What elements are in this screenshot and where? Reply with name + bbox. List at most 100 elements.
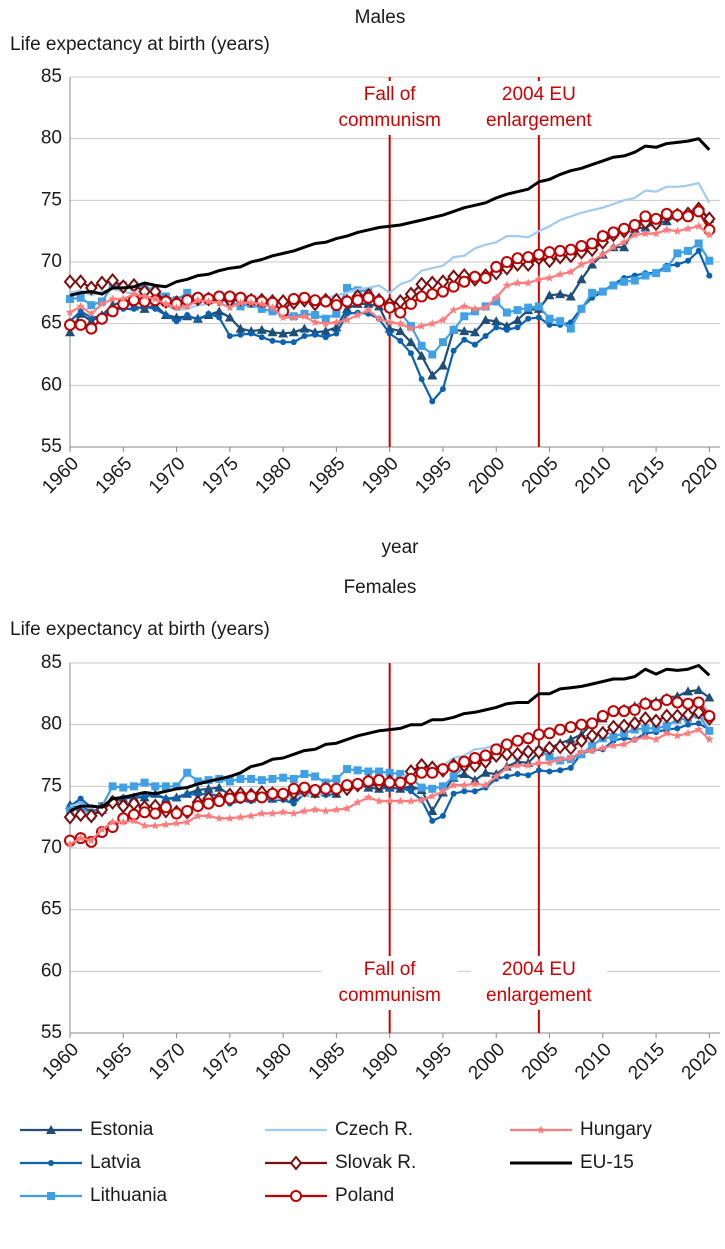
marker [290, 339, 297, 346]
marker [565, 291, 576, 301]
legend-label: Czech R. [335, 1119, 413, 1140]
marker [108, 294, 117, 303]
marker [596, 725, 610, 741]
marker [546, 768, 553, 775]
marker [437, 360, 448, 370]
marker [269, 337, 276, 344]
marker [502, 280, 512, 290]
x-tick-label: 2010 [571, 1039, 616, 1084]
marker [461, 336, 468, 343]
marker [479, 749, 492, 762]
marker [298, 291, 311, 304]
marker [407, 350, 414, 357]
marker [522, 732, 535, 745]
marker [172, 303, 181, 312]
marker [415, 276, 428, 292]
marker [459, 326, 470, 336]
marker [46, 1125, 56, 1134]
marker [660, 207, 673, 220]
marker [660, 694, 673, 706]
marker [203, 783, 214, 793]
marker [458, 755, 471, 768]
x-tick-label: 2005 [518, 453, 563, 498]
chart-title: Males [355, 7, 406, 28]
marker [140, 821, 149, 830]
y-tick-label: 65 [41, 313, 62, 334]
x-tick-label: 2000 [465, 1039, 510, 1084]
marker [119, 783, 128, 792]
x-tick-label: 1990 [358, 1039, 403, 1084]
marker [436, 285, 449, 298]
marker [588, 288, 597, 297]
marker [673, 249, 682, 258]
marker [650, 698, 663, 711]
marker [535, 314, 542, 321]
marker [161, 782, 170, 791]
marker [450, 347, 457, 354]
marker [460, 312, 469, 321]
marker [576, 274, 587, 284]
marker [534, 274, 544, 283]
marker [87, 836, 96, 845]
marker [522, 251, 535, 264]
marker [575, 239, 588, 252]
marker [87, 309, 96, 318]
marker [214, 298, 224, 307]
marker [628, 715, 642, 731]
marker [301, 333, 308, 339]
marker [267, 327, 278, 337]
marker [694, 221, 703, 230]
marker [630, 735, 639, 744]
marker [450, 790, 457, 797]
marker [278, 328, 289, 338]
marker [513, 278, 522, 287]
marker [181, 805, 194, 817]
marker [395, 326, 406, 336]
marker [523, 760, 533, 769]
marker [585, 728, 599, 744]
marker [173, 795, 180, 802]
marker [86, 316, 97, 326]
marker [536, 1125, 546, 1134]
marker [693, 685, 704, 695]
marker [214, 813, 224, 822]
legend-label: Latvia [90, 1152, 141, 1173]
x-tick-label: 1975 [198, 1039, 243, 1084]
marker [438, 786, 448, 795]
marker [575, 733, 588, 749]
marker [662, 721, 671, 730]
marker [554, 244, 567, 257]
annotation-background [321, 956, 458, 1010]
marker [74, 274, 87, 290]
marker [566, 324, 575, 333]
marker [428, 319, 437, 328]
y-tick-label: 60 [41, 374, 62, 395]
marker [460, 780, 469, 789]
marker [394, 306, 407, 319]
marker [191, 800, 204, 813]
marker [609, 733, 618, 741]
marker [439, 386, 446, 393]
marker [330, 782, 343, 795]
marker [321, 314, 330, 323]
x-tick-label: 2000 [465, 453, 510, 498]
annotation-text: 2004 EU [502, 84, 576, 105]
marker [353, 797, 362, 806]
marker [587, 746, 597, 755]
marker [427, 806, 438, 815]
y-axis-label: Life expectancy at birth (years) [10, 34, 270, 55]
marker [429, 817, 436, 824]
x-tick-label: 1985 [305, 1039, 350, 1084]
y-tick-label: 75 [41, 189, 62, 210]
marker [353, 310, 362, 319]
marker [628, 703, 641, 716]
marker [170, 807, 183, 820]
marker [74, 318, 87, 331]
marker [479, 272, 492, 285]
marker [503, 326, 510, 333]
marker [468, 270, 481, 283]
marker [417, 341, 426, 350]
marker [706, 272, 713, 279]
marker [321, 319, 330, 328]
marker [704, 692, 715, 702]
